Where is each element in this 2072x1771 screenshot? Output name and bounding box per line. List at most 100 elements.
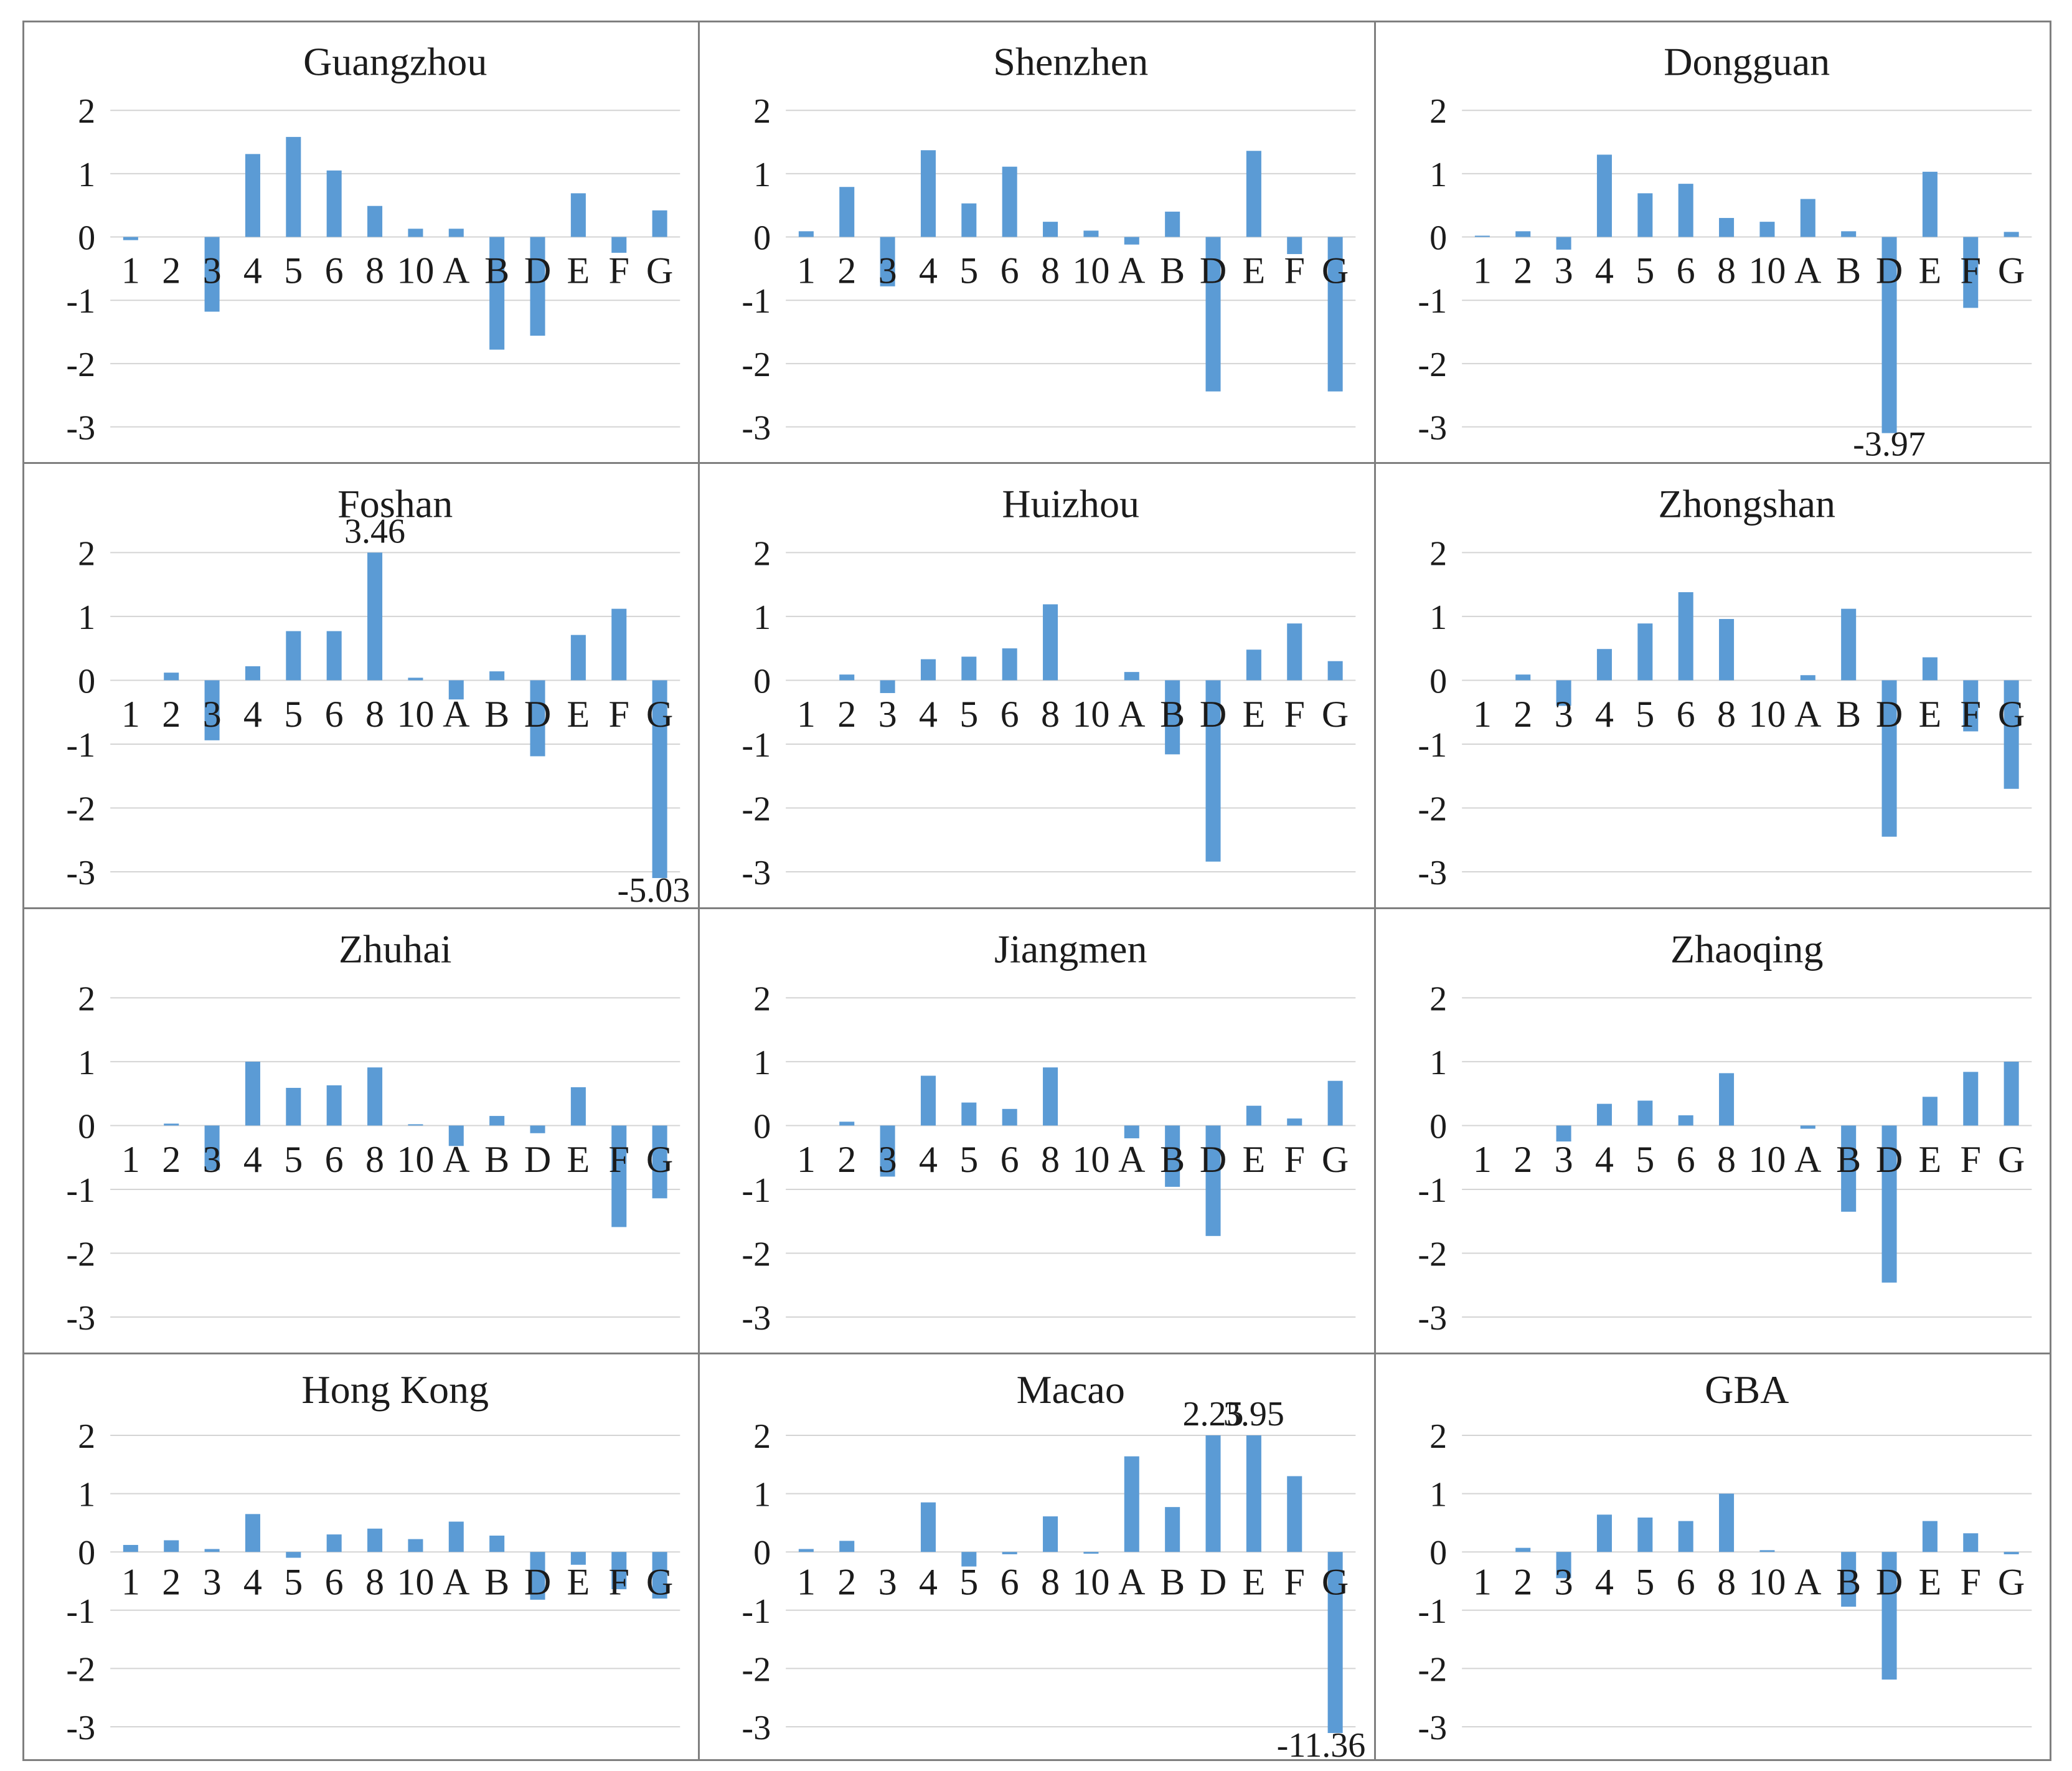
category-label: 2 [162, 1139, 181, 1180]
bar [1881, 1552, 1897, 1680]
y-tick-label: -2 [66, 1235, 95, 1274]
category-label: G [646, 1139, 673, 1180]
category-label: D [524, 250, 551, 291]
category-label: 8 [1717, 250, 1736, 291]
bar [1515, 1547, 1530, 1552]
category-label: D [1200, 1139, 1227, 1180]
category-label: D [524, 1561, 551, 1602]
y-tick-label: -3 [742, 1299, 771, 1338]
y-tick-label: 0 [753, 219, 771, 258]
bar [1002, 166, 1018, 237]
bar [1515, 674, 1530, 681]
chart-title: Zhongshan [1658, 481, 1835, 526]
category-label: 1 [1472, 694, 1491, 735]
y-tick-label: 2 [1429, 92, 1447, 131]
category-label: E [1918, 694, 1941, 735]
bar [204, 1549, 220, 1552]
bar [1083, 1552, 1099, 1554]
category-label: E [1243, 250, 1266, 291]
category-label: F [1284, 1561, 1305, 1602]
bar [123, 1544, 138, 1552]
category-label: 6 [1676, 250, 1695, 291]
category-label: 3 [878, 694, 897, 735]
category-label: 1 [121, 694, 140, 735]
bar [1800, 199, 1815, 237]
y-tick-label: -1 [1418, 282, 1447, 321]
category-label: B [1160, 1561, 1185, 1602]
category-label: G [646, 1561, 673, 1602]
category-label: 10 [1073, 1561, 1110, 1602]
category-label: 5 [960, 1139, 979, 1180]
category-label: 5 [284, 1139, 303, 1180]
bar [326, 631, 342, 681]
bar [880, 680, 895, 693]
bar [652, 1552, 667, 1599]
bar [611, 608, 627, 681]
y-tick-label: 1 [1429, 156, 1447, 194]
category-label: 4 [919, 1561, 938, 1602]
y-tick-label: -3 [742, 854, 771, 892]
category-label: E [1243, 1139, 1266, 1180]
bar [570, 635, 586, 681]
bar [1205, 1125, 1221, 1236]
y-tick-label: 0 [1429, 219, 1447, 258]
bar [1165, 1507, 1180, 1552]
category-label: 10 [397, 1561, 434, 1602]
bar [1962, 1533, 1978, 1552]
category-label: A [443, 1561, 469, 1602]
category-label: 4 [1595, 1561, 1614, 1602]
bar [1637, 1517, 1652, 1552]
y-tick-label: 2 [753, 534, 771, 573]
category-label: G [1998, 694, 2025, 735]
category-label: 4 [919, 250, 938, 291]
category-label: D [1875, 1561, 1902, 1602]
category-label: 1 [797, 1139, 816, 1180]
category-label: 4 [919, 1139, 938, 1180]
category-label: G [1322, 250, 1349, 291]
bar [1718, 218, 1734, 237]
category-label: 6 [325, 1561, 344, 1602]
y-tick-label: -3 [1418, 854, 1447, 892]
y-tick-label: -2 [1418, 1650, 1447, 1689]
y-tick-label: 1 [78, 1476, 95, 1514]
category-label: E [1918, 1139, 1941, 1180]
y-tick-label: 0 [1429, 662, 1447, 701]
y-tick-label: 1 [753, 598, 771, 637]
y-tick-label: 0 [753, 662, 771, 701]
y-tick-label: -2 [1418, 790, 1447, 829]
category-label: 5 [960, 1561, 979, 1602]
y-tick-label: 0 [78, 1107, 95, 1146]
category-label: 10 [1748, 1139, 1786, 1180]
bar [245, 666, 260, 681]
bar-value-label: 3.95 [1223, 1395, 1284, 1433]
y-tick-label: 0 [1429, 1107, 1447, 1146]
chart-cell-dongguan: 2 1 0 -1 -2 -3 1 2 3 4 5 6 8 10 A B D E F G Dongguan -3.97 [1375, 22, 2050, 462]
y-tick-label: 2 [1429, 980, 1447, 1018]
bar [1124, 237, 1140, 245]
y-tick-label: -1 [742, 282, 771, 321]
y-tick-label: 1 [78, 156, 95, 194]
charts-grid: 2 1 0 -1 -2 -3 1 2 3 4 5 6 8 10 A B D E F G Guangzhou 2 1 0 -1 -2… [22, 21, 2051, 1761]
category-label: 10 [1073, 250, 1110, 291]
bar [489, 1116, 505, 1126]
bar [1637, 193, 1652, 237]
bar [530, 1125, 545, 1133]
category-label: 5 [1636, 694, 1654, 735]
category-label: 1 [121, 1139, 140, 1180]
category-label: G [646, 694, 673, 735]
bar [1327, 1552, 1343, 1733]
chart-title: Hong Kong [301, 1367, 489, 1412]
category-label: B [1836, 1561, 1861, 1602]
bar [1002, 1552, 1018, 1554]
bar-value-label: -3.97 [1853, 425, 1926, 462]
bar [570, 1087, 586, 1126]
y-tick-label: 0 [753, 1107, 771, 1146]
category-label: F [1284, 250, 1305, 291]
category-label: E [1243, 1561, 1266, 1602]
category-label: 3 [1554, 1139, 1573, 1180]
bar [1327, 661, 1343, 681]
